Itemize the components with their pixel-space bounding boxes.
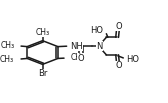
Text: O: O — [115, 22, 122, 31]
Text: CH₃: CH₃ — [1, 41, 15, 50]
Text: O: O — [115, 61, 122, 70]
Text: N: N — [96, 42, 103, 51]
Text: CH₃: CH₃ — [0, 55, 14, 64]
Text: CH₃: CH₃ — [35, 28, 50, 37]
Text: HO: HO — [90, 26, 103, 35]
Text: CH₃: CH₃ — [70, 53, 84, 62]
Text: NH: NH — [70, 42, 83, 51]
Text: O: O — [78, 54, 84, 63]
Text: Br: Br — [38, 69, 47, 78]
Text: HO: HO — [126, 56, 139, 64]
